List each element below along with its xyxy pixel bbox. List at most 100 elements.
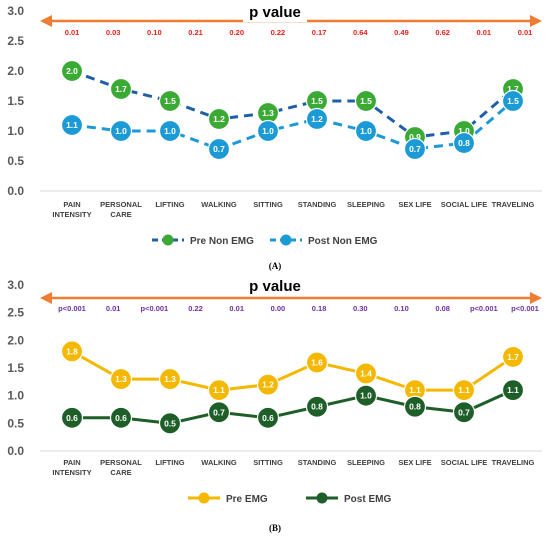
- chart1-pvalue-label: 0.20: [229, 28, 244, 37]
- chart1-legend-label: Pre Non EMG: [190, 236, 254, 247]
- chart1-xtick-label: WALKING: [201, 200, 237, 209]
- chart2-pvalue-label: 0.10: [394, 304, 409, 313]
- chart1-xtick-label: LIFTING: [155, 200, 184, 209]
- chart1-pre-marker: [354, 89, 378, 113]
- chart1-arrow-right-head: [530, 15, 542, 27]
- chart2-xtick-label: STANDING: [298, 458, 337, 467]
- chart2-post-marker: [256, 406, 280, 429]
- chart1-post-data-label: 0.7: [409, 144, 421, 154]
- chart1-post-data-label: 0.7: [213, 144, 225, 154]
- chart1-pvalue-label: 0.03: [106, 28, 121, 37]
- chart2-post-marker: [403, 395, 427, 418]
- chart2-ytick-label: 1.5: [7, 361, 24, 375]
- chart1-post-marker: [501, 89, 525, 113]
- chart2-pvalue-label: p<0.001: [140, 304, 168, 313]
- chart2-post-data-label: 0.7: [213, 407, 225, 417]
- chart2-pvalue-label: 0.00: [271, 304, 286, 313]
- chart2-post-marker: [354, 384, 378, 407]
- chart1-pvalue-title: p value: [249, 4, 301, 21]
- caption-a: (A): [269, 261, 282, 271]
- chart1-xtick-label: SLEEPING: [347, 200, 385, 209]
- chart1-xtick-label: TRAVELING: [492, 200, 535, 209]
- chart2-pre-data-label: 1.3: [164, 374, 176, 384]
- chart1-post-data-label: 1.0: [360, 126, 372, 136]
- chart1-series-pre-line: [71, 69, 514, 139]
- chart2-pre-data-label: 1.6: [311, 357, 323, 367]
- chart1-pre-marker: [109, 77, 133, 101]
- chart2-pvalue-label: 0.22: [188, 304, 203, 313]
- chart1-xtick-label: PERSONAL CARE: [100, 200, 142, 219]
- chart2-xtick-label: SITTING: [253, 458, 283, 467]
- chart1-post-marker: [403, 137, 427, 161]
- chart1-pvalue-label: 0.21: [188, 28, 203, 37]
- chart2-pvalue-label: 0.08: [435, 304, 450, 313]
- chart2-pre-data-label: 1.1: [409, 385, 421, 395]
- chart2-ytick-label: 0.5: [7, 416, 24, 430]
- chart2-xtick-label: PAIN INTENSITY: [52, 458, 91, 477]
- chart2-pvalue-label: 0.01: [229, 304, 244, 313]
- chart1-xtick-label: STANDING: [298, 200, 337, 209]
- chart2-post-data-label: 1.1: [507, 385, 519, 395]
- chart1-series-post-line: [71, 99, 514, 151]
- chart1-legend-marker: [280, 234, 292, 246]
- chart2-pre-marker: [501, 345, 525, 369]
- chart1-ytick-label: 0.5: [7, 154, 24, 168]
- chart2-pvalue-label: p<0.001: [511, 304, 539, 313]
- chart1-ytick-label: 2.5: [7, 34, 24, 48]
- chart2-ytick-label: 3.0: [7, 278, 24, 292]
- chart1-post-data-label: 1.0: [262, 126, 274, 136]
- chart1-xtick-label: SOCIAL LIFE: [441, 200, 488, 209]
- chart2-xtick-label: PERSONAL CARE: [100, 458, 142, 477]
- chart1-post-data-label: 1.2: [311, 114, 323, 124]
- chart2-xtick-label: SOCIAL LIFE: [441, 458, 488, 467]
- chart2-legend-label: Post EMG: [344, 494, 391, 505]
- chart1-legend-marker: [162, 234, 174, 246]
- chart1-ytick-label: 1.0: [7, 124, 24, 138]
- chart1-pre-data-label: 1.2: [213, 114, 225, 124]
- chart2-post-marker: [305, 395, 329, 418]
- chart1-pre-data-label: 1.5: [164, 96, 176, 106]
- chart1-xtick-label: SEX LIFE: [398, 200, 431, 209]
- chart2-post-marker: [60, 406, 84, 429]
- chart1-pvalue-label: 0.01: [477, 28, 492, 37]
- chart2-pre-marker: [452, 379, 476, 402]
- chart2-ytick-label: 1.0: [7, 389, 24, 403]
- chart2-arrow-left-head: [40, 292, 52, 304]
- chart1-ytick-label: 1.5: [7, 94, 24, 108]
- chart2-xtick-label: TRAVELING: [492, 458, 535, 467]
- chart1-pre-marker: [158, 89, 182, 113]
- chart2-post-marker: [158, 412, 182, 435]
- chart2-post-marker: [501, 379, 525, 402]
- chart2-legend-marker: [316, 492, 328, 504]
- chart1-pvalue-label: 0.49: [394, 28, 409, 37]
- chart2-arrow-right-head: [530, 292, 542, 304]
- chart1-pre-marker: [207, 107, 231, 131]
- chart2-pre-marker: [305, 351, 329, 374]
- chart1-post-data-label: 0.8: [458, 138, 470, 148]
- chart1-ytick-label: 2.0: [7, 64, 24, 78]
- chart1-pvalue-title-bg: [243, 2, 307, 22]
- chart1-post-marker: [354, 119, 378, 143]
- chart2-post-data-label: 0.8: [409, 402, 421, 412]
- chart2-pre-marker: [256, 373, 280, 396]
- chart2-pre-marker: [60, 340, 84, 363]
- chart2-pre-data-label: 1.3: [115, 374, 127, 384]
- caption-b: (B): [269, 523, 281, 533]
- chart2-pvalue-title: p value: [249, 278, 301, 295]
- chart1-pre-data-label: 1.3: [262, 108, 274, 118]
- chart1-pre-data-label: 1.0: [458, 126, 470, 136]
- chart1-pre-marker: [60, 59, 84, 83]
- chart1-post-marker: [109, 119, 133, 143]
- chart1-post-data-label: 1.0: [164, 126, 176, 136]
- chart2-ytick-label: 2.0: [7, 333, 24, 347]
- chart2-pre-data-label: 1.8: [66, 346, 78, 356]
- chart1-post-data-label: 1.5: [507, 96, 519, 106]
- chart2-pre-data-label: 1.2: [262, 380, 274, 390]
- chart2-pre-data-label: 1.7: [507, 352, 519, 362]
- chart2-legend-marker: [198, 492, 210, 504]
- chart1-pre-data-label: 0.9: [409, 132, 421, 142]
- chart1-pvalue-label: 0.62: [435, 28, 450, 37]
- chart1-post-marker: [207, 137, 231, 161]
- chart2-pre-marker: [354, 362, 378, 385]
